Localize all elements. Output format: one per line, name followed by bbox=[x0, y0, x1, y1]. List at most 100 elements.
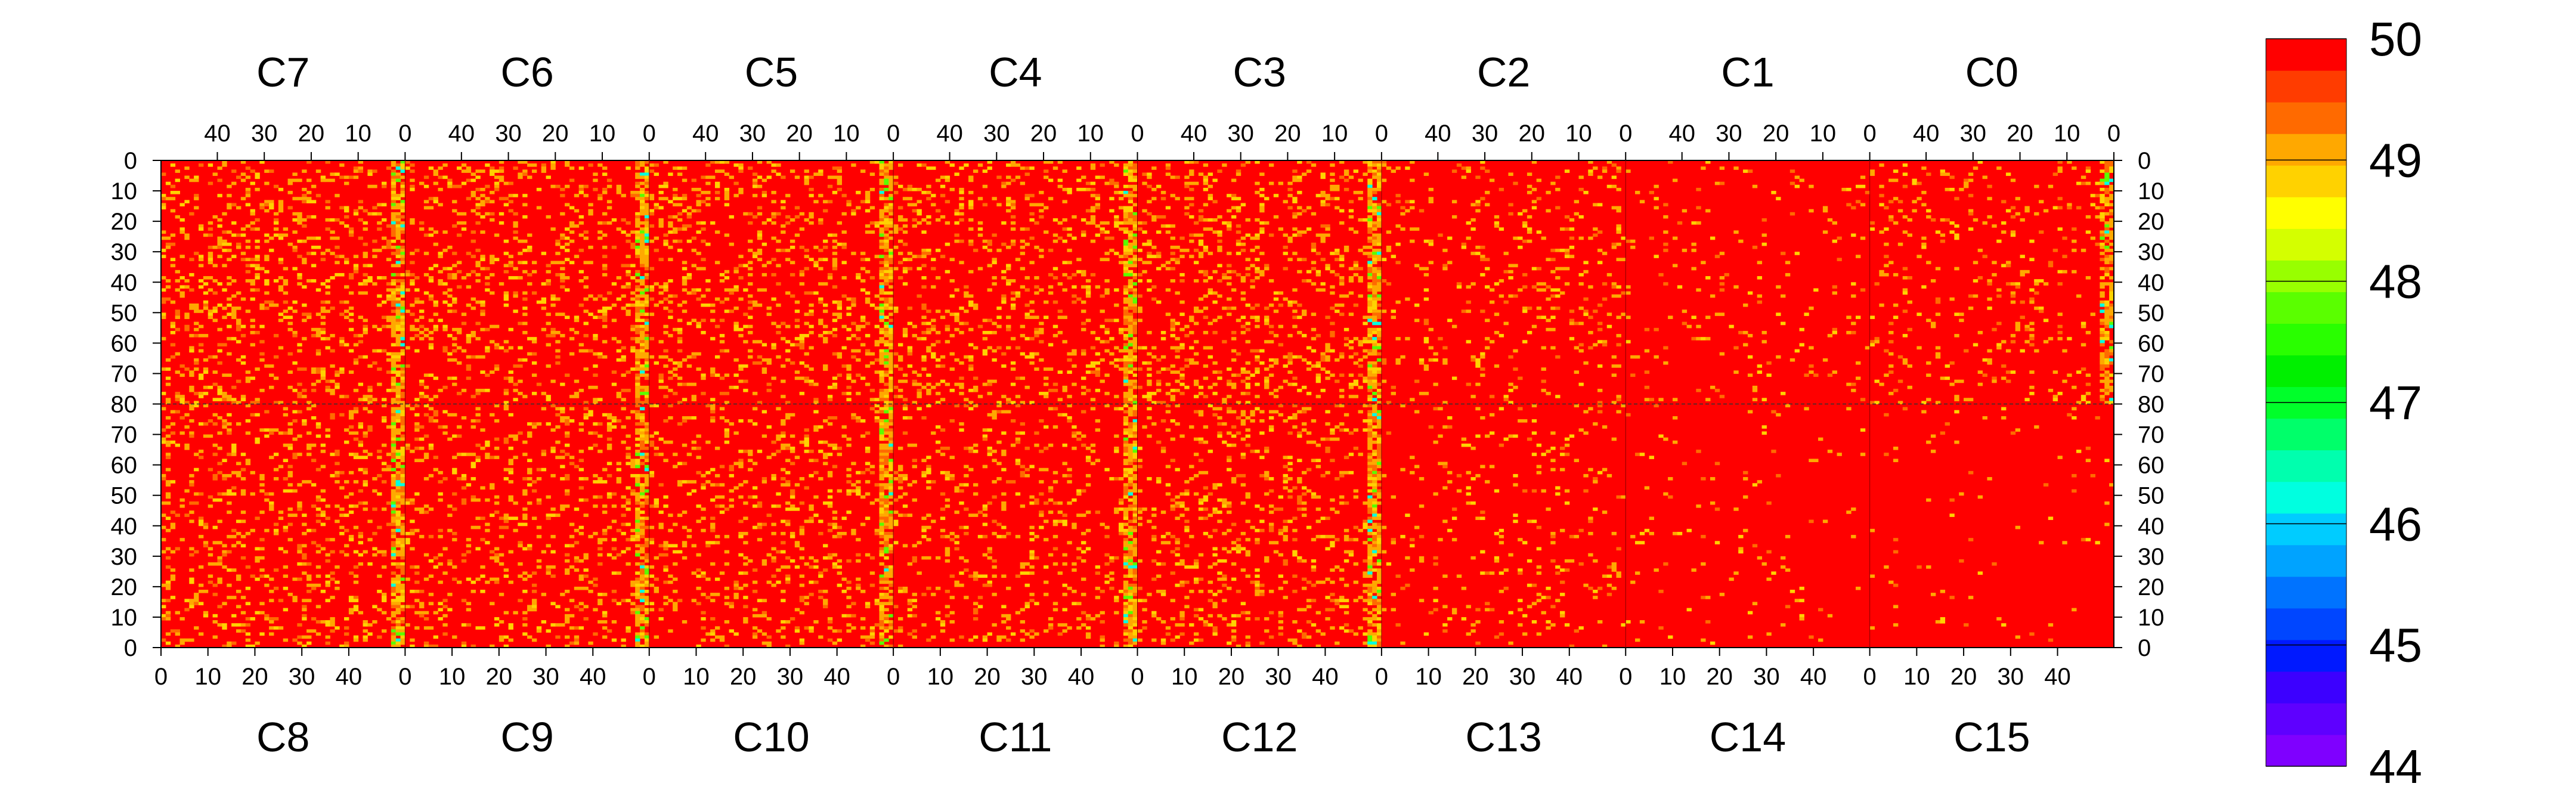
heatmap-cell bbox=[818, 258, 823, 262]
heatmap-cell bbox=[278, 276, 284, 280]
heatmap-cell bbox=[644, 580, 650, 584]
heatmap-cell bbox=[363, 456, 368, 459]
heatmap-cell bbox=[583, 513, 589, 517]
heatmap-cell bbox=[874, 483, 880, 487]
heatmap-cell bbox=[391, 535, 397, 538]
heatmap-cell bbox=[888, 547, 894, 551]
heatmap-cell bbox=[677, 337, 683, 340]
heatmap-cell bbox=[818, 519, 823, 524]
heatmap-cell bbox=[480, 303, 485, 307]
heatmap-cell bbox=[752, 392, 758, 395]
heatmap-cell bbox=[382, 629, 387, 633]
heatmap-cell bbox=[311, 327, 317, 332]
heatmap-cell bbox=[630, 473, 636, 478]
heatmap-cell bbox=[841, 577, 847, 581]
heatmap-cell bbox=[372, 255, 377, 258]
heatmap-cell bbox=[400, 303, 405, 307]
heatmap-cell bbox=[400, 571, 405, 575]
heatmap-cell bbox=[846, 376, 852, 380]
heatmap-cell bbox=[264, 258, 270, 262]
heatmap-cell bbox=[315, 632, 321, 636]
heatmap-cell bbox=[733, 321, 739, 326]
heatmap-cell bbox=[522, 330, 528, 335]
heatmap-cell bbox=[663, 324, 668, 329]
heatmap-cell bbox=[640, 501, 645, 505]
heatmap-cell bbox=[640, 489, 645, 493]
heatmap-cell bbox=[710, 410, 716, 414]
heatmap-cell bbox=[879, 309, 884, 313]
heatmap-cell bbox=[785, 291, 791, 295]
heatmap-cell bbox=[1081, 175, 1086, 179]
heatmap-cell bbox=[565, 614, 570, 618]
heatmap-cell bbox=[757, 504, 763, 508]
heatmap-cell bbox=[438, 279, 443, 283]
heatmap-cell bbox=[428, 416, 434, 420]
heatmap-cell bbox=[339, 343, 345, 346]
heatmap-cell bbox=[438, 203, 443, 207]
heatmap-cell bbox=[245, 224, 251, 228]
heatmap-cell bbox=[240, 172, 246, 177]
heatmap-cell bbox=[363, 398, 368, 401]
heatmap-cell bbox=[719, 169, 725, 173]
heatmap-cell bbox=[240, 477, 246, 481]
heatmap-cell bbox=[682, 194, 688, 197]
heatmap-cell bbox=[470, 334, 476, 338]
heatmap-cell bbox=[161, 501, 166, 505]
heatmap-cell bbox=[743, 516, 748, 521]
heatmap-cell bbox=[541, 327, 547, 332]
heatmap-cell bbox=[297, 178, 302, 182]
heatmap-cell bbox=[884, 544, 889, 547]
heatmap-cell bbox=[888, 160, 894, 164]
heatmap-cell bbox=[1024, 172, 1030, 177]
heatmap-cell bbox=[212, 370, 218, 374]
heatmap-cell bbox=[508, 209, 513, 213]
heatmap-cell bbox=[339, 255, 345, 258]
heatmap-cell bbox=[616, 227, 622, 231]
heatmap-cell bbox=[348, 571, 354, 575]
heatmap-cell bbox=[879, 611, 884, 615]
heatmap-cell bbox=[414, 318, 420, 323]
heatmap-cell bbox=[550, 334, 556, 338]
heatmap-cell bbox=[250, 330, 255, 335]
heatmap-cell bbox=[804, 175, 809, 179]
heatmap-cell bbox=[879, 626, 884, 630]
heatmap-cell bbox=[644, 617, 650, 621]
heatmap-cell bbox=[856, 392, 861, 395]
heatmap-cell bbox=[490, 172, 495, 177]
heatmap-cell bbox=[423, 577, 429, 581]
heatmap-cell bbox=[344, 632, 349, 636]
heatmap-cell bbox=[635, 197, 640, 200]
heatmap-cell bbox=[306, 431, 312, 435]
heatmap-cell bbox=[550, 330, 556, 335]
heatmap-cell bbox=[640, 261, 645, 265]
heatmap-cell bbox=[382, 611, 387, 615]
heatmap-cell bbox=[212, 318, 218, 323]
heatmap-cell bbox=[893, 175, 899, 179]
heatmap-cell bbox=[888, 492, 894, 496]
heatmap-cell bbox=[513, 516, 518, 521]
heatmap-cell bbox=[691, 480, 696, 484]
heatmap-cell bbox=[565, 203, 570, 207]
heatmap-cell bbox=[888, 473, 894, 478]
heatmap-cell bbox=[452, 297, 457, 301]
heatmap-cell bbox=[264, 410, 270, 414]
heatmap-cell bbox=[165, 556, 171, 560]
heatmap-cell bbox=[888, 489, 894, 493]
heatmap-cell bbox=[212, 398, 218, 401]
heatmap-cell bbox=[377, 473, 382, 478]
heatmap-cell bbox=[391, 315, 397, 320]
heatmap-cell bbox=[879, 233, 884, 237]
heatmap-cell bbox=[602, 626, 608, 630]
heatmap-cell bbox=[714, 535, 720, 538]
heatmap-cell bbox=[771, 215, 776, 219]
heatmap-cell bbox=[339, 644, 345, 648]
heatmap-cell bbox=[452, 224, 457, 228]
heatmap-cell bbox=[231, 337, 237, 340]
heatmap-cell bbox=[888, 525, 894, 530]
heatmap-cell bbox=[198, 456, 204, 459]
heatmap-cell bbox=[419, 459, 425, 463]
heatmap-cell bbox=[518, 379, 523, 383]
heatmap-cell bbox=[851, 303, 856, 307]
heatmap-cell bbox=[170, 355, 176, 359]
heatmap-cell bbox=[363, 629, 368, 633]
